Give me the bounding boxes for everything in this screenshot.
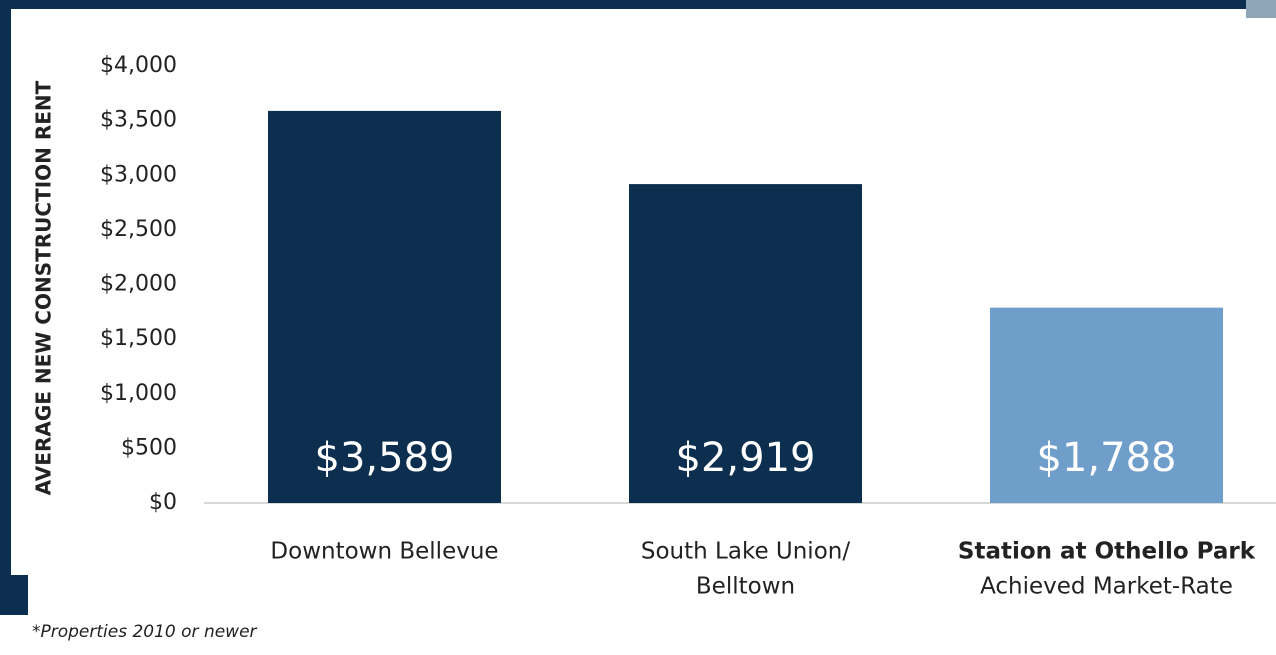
y-tick-label: $4,000 <box>100 53 177 78</box>
corner-image <box>1246 0 1276 18</box>
top-border <box>0 0 1276 9</box>
x-tick-label: Downtown Bellevue <box>270 539 498 565</box>
corner-block <box>0 575 28 615</box>
y-tick-label: $2,000 <box>100 272 177 297</box>
x-tick-label: Belltown <box>696 574 795 600</box>
y-tick-label: $3,000 <box>100 162 177 187</box>
x-tick-label: South Lake Union/ <box>641 539 850 565</box>
y-tick-label: $3,500 <box>100 108 177 133</box>
value-label: $1,788 <box>1037 435 1177 481</box>
footnote: *Properties 2010 or newer <box>32 622 258 642</box>
x-tick-label: Station at Othello Park <box>958 539 1256 565</box>
y-tick-label: $1,000 <box>100 381 177 406</box>
x-tick-label: Achieved Market-Rate <box>980 574 1233 600</box>
y-tick-label: $1,500 <box>100 326 177 351</box>
y-tick-label: $500 <box>121 435 177 460</box>
value-label: $2,919 <box>676 435 816 481</box>
chart: AVERAGE NEW CONSTRUCTION RENT *Propertie… <box>0 0 1276 655</box>
y-tick-label: $2,500 <box>100 217 177 242</box>
left-border <box>0 0 11 575</box>
y-tick-label: $0 <box>149 490 177 515</box>
value-label: $3,589 <box>315 435 455 481</box>
y-axis-title: AVERAGE NEW CONSTRUCTION RENT <box>32 80 56 495</box>
